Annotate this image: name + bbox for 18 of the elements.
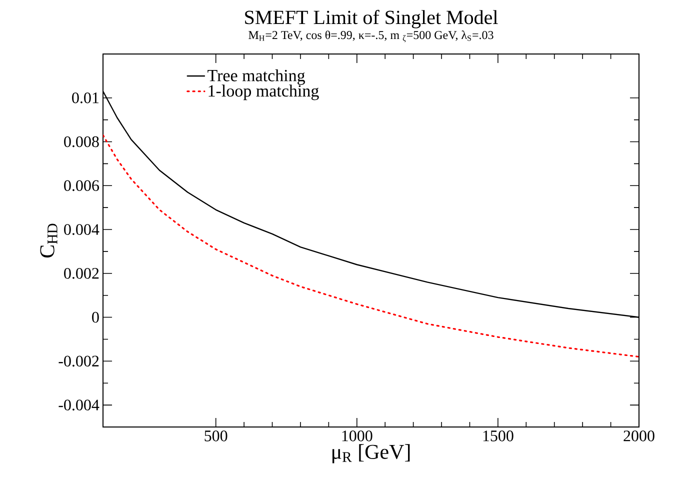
x-tick-label: 500 xyxy=(204,430,228,442)
y-tick-label: 0.006 xyxy=(64,180,99,192)
y-tick-label: 0.008 xyxy=(64,136,99,148)
y-tick-label: 0.002 xyxy=(64,268,99,279)
y-tick-label: -0.002 xyxy=(58,356,99,367)
chart-title: SMEFT Limit of Singlet Model xyxy=(245,10,498,28)
x-tick-label: 1500 xyxy=(483,430,514,442)
y-tick-label: 0.004 xyxy=(64,224,100,235)
legend-label: Tree matching xyxy=(208,69,305,85)
y-tick-label: 0 xyxy=(92,312,99,323)
x-tick-label: 1000 xyxy=(342,430,372,442)
legend-label: 1-loop matching xyxy=(208,84,319,100)
y-axis-title: C$_{HD}$ xyxy=(40,224,58,258)
y-tick-label: -0.004 xyxy=(58,400,100,410)
x-tick-label: 2000 xyxy=(624,430,654,442)
chart-subtitle: M$_{H}$=2 TeV, cos θ=.99, κ=-.5, m $_{ζ}$=500 GeV, λ$_{S}$=.03 xyxy=(248,30,494,42)
x-axis-title: μ$_{R}$ [GeV] xyxy=(332,444,410,464)
y-tick-label: 0.01 xyxy=(72,92,99,104)
